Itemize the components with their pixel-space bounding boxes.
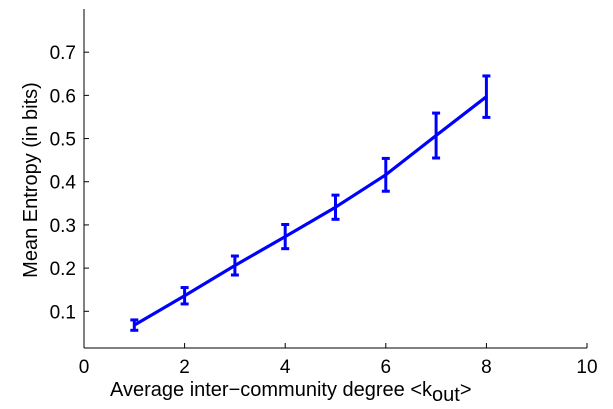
x-axis-label-subscript: out xyxy=(432,384,460,406)
y-axis-label: Mean Entropy (in bits) xyxy=(20,82,42,278)
x-axis-label-suffix: > xyxy=(460,379,472,401)
x-tick-label: 8 xyxy=(481,357,492,378)
error-bar xyxy=(180,286,189,306)
y-tick-label: 0.6 xyxy=(50,86,76,107)
series-line xyxy=(133,95,488,327)
x-axis-label: Average inter−community degree <kout> xyxy=(110,379,472,406)
x-tick-label: 6 xyxy=(381,357,392,378)
x-tick-label: 4 xyxy=(280,357,291,378)
error-bar xyxy=(381,156,390,193)
y-tick-label: 0.2 xyxy=(50,259,76,280)
x-tick-label: 0 xyxy=(79,357,90,378)
y-tick-label: 0.1 xyxy=(50,302,76,323)
y-tick-label: 0.3 xyxy=(50,216,76,237)
y-tick-label: 0.4 xyxy=(50,173,77,194)
error-bar xyxy=(482,74,491,119)
error-bar xyxy=(130,318,139,332)
error-bar xyxy=(331,193,340,221)
error-bar xyxy=(281,222,290,251)
axes: 0 2 4 6 8 10 0.1 0.2 0.3 0.4 0.5 0.6 0.7 xyxy=(50,9,598,378)
x-tick-label: 10 xyxy=(576,357,597,378)
error-bar xyxy=(230,254,239,277)
y-tick-label: 0.5 xyxy=(50,130,76,151)
x-tick-label: 2 xyxy=(179,357,190,378)
series-layer xyxy=(130,74,491,332)
error-bar xyxy=(432,111,441,160)
y-tick-label: 0.7 xyxy=(50,43,76,64)
x-axis-label-main: Average inter−community degree <k xyxy=(110,379,433,401)
